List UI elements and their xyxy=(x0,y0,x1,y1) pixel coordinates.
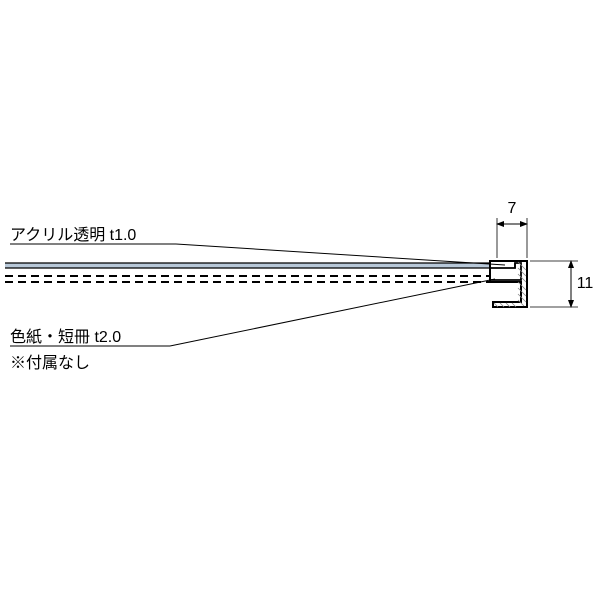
leader-acrylic xyxy=(10,244,505,265)
label-note: ※付属なし xyxy=(10,349,90,373)
frame-profile xyxy=(490,261,527,307)
cross-section-diagram xyxy=(0,0,600,600)
dim-value-7: 7 xyxy=(502,200,522,218)
acrylic-layer xyxy=(5,263,515,268)
dimension-height-11 xyxy=(530,261,578,307)
dim-value-11: 11 xyxy=(575,275,595,293)
paper-layer xyxy=(5,276,504,282)
label-acrylic: アクリル透明 t1.0 xyxy=(10,221,136,245)
label-paper: 色紙・短冊 t2.0 xyxy=(10,323,121,347)
dimension-width-7 xyxy=(497,218,527,258)
